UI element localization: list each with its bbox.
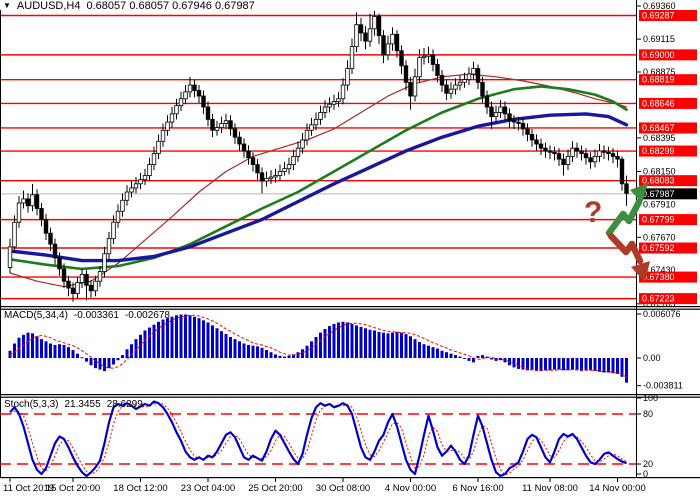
price-axis: 0.69360 0.69115 0.68875 0.68395 0.68150 0.679… — [636, 1, 697, 479]
svg-text:0.68819: 0.68819 — [642, 75, 675, 85]
chart-ohlc-values: 0.68057 0.68057 0.67946 0.67987 — [86, 0, 255, 12]
stoch-panel-layer — [0, 400, 636, 478]
stoch-signal-value: 28.6299 — [106, 399, 143, 410]
macd-panel-layer — [8, 314, 628, 383]
price-levels-layer — [0, 14, 636, 300]
svg-text:0.67910: 0.67910 — [643, 199, 676, 209]
stoch-main-value: 21.3455 — [64, 399, 101, 410]
svg-text:100: 100 — [643, 393, 658, 403]
macd-indicator-label: MACD(5,34,4) -0.003361 -0.002678 — [4, 310, 170, 321]
svg-text:0.69360: 0.69360 — [643, 1, 676, 11]
stoch-name: Stoch(5,3,3) — [4, 399, 59, 410]
svg-text:0.67799: 0.67799 — [642, 215, 675, 225]
macd-name: MACD(5,34,4) — [4, 310, 68, 321]
svg-text:0.68083: 0.68083 — [642, 176, 675, 186]
svg-text:0.69115: 0.69115 — [643, 34, 675, 44]
svg-text:0.68299: 0.68299 — [642, 146, 675, 156]
svg-text:6 Nov 16:00: 6 Nov 16:00 — [452, 483, 503, 494]
svg-text:0.69000: 0.69000 — [642, 50, 675, 60]
chart-symbol-period: AUDUSD,H4 — [16, 0, 81, 12]
svg-text:0: 0 — [643, 469, 648, 479]
svg-text:0.67430: 0.67430 — [643, 265, 676, 275]
svg-text:0.68646: 0.68646 — [642, 98, 675, 108]
svg-text:0.67592: 0.67592 — [642, 243, 675, 253]
question-mark-annotation: ? — [584, 196, 602, 229]
bullish-scenario-arrow — [605, 198, 643, 237]
svg-text:14 Nov 00:00: 14 Nov 00:00 — [589, 483, 646, 494]
svg-text:0.68395: 0.68395 — [643, 133, 676, 143]
stoch-indicator-label: Stoch(5,3,3) 21.3455 28.6299 — [4, 399, 143, 410]
macd-main-value: -0.003361 — [73, 310, 119, 321]
svg-text:0.67670: 0.67670 — [643, 232, 676, 242]
svg-text:25 Oct 20:00: 25 Oct 20:00 — [248, 483, 302, 494]
svg-text:0.67223: 0.67223 — [642, 294, 675, 304]
svg-text:11 Oct 2019: 11 Oct 2019 — [3, 483, 54, 494]
svg-text:0.00: 0.00 — [643, 353, 661, 363]
svg-text:0.69287: 0.69287 — [642, 11, 675, 21]
moving-averages-layer — [8, 73, 629, 288]
svg-text:0.006076: 0.006076 — [643, 309, 681, 319]
symbol-dropdown-icon[interactable]: ▼ — [3, 0, 11, 10]
svg-text:0.68875: 0.68875 — [643, 67, 676, 77]
svg-text:0.68467: 0.68467 — [642, 123, 675, 133]
svg-text:0.67380: 0.67380 — [642, 272, 675, 282]
svg-text:0.68150: 0.68150 — [643, 166, 676, 176]
panel-borders — [0, 0, 700, 479]
macd-signal-value: -0.002678 — [124, 310, 170, 321]
svg-text:20: 20 — [643, 459, 653, 469]
svg-text:-0.003811: -0.003811 — [643, 381, 683, 391]
svg-text:15 Oct 20:00: 15 Oct 20:00 — [46, 483, 100, 494]
forecast-annotation: ? — [584, 183, 650, 282]
candles-layer — [7, 10, 629, 302]
bearish-scenario-arrow — [607, 232, 644, 265]
svg-text:30 Oct 08:00: 30 Oct 08:00 — [316, 483, 370, 494]
svg-text:80: 80 — [643, 409, 653, 419]
chart-header: ▼ AUDUSD,H4 0.68057 0.68057 0.67946 0.67… — [3, 0, 255, 12]
svg-text:4 Nov 00:00: 4 Nov 00:00 — [385, 483, 436, 494]
svg-text:23 Oct 04:00: 23 Oct 04:00 — [181, 483, 235, 494]
svg-text:11 Nov 08:00: 11 Nov 08:00 — [522, 483, 578, 494]
svg-text:18 Oct 12:00: 18 Oct 12:00 — [113, 483, 167, 494]
svg-text:0.67987: 0.67987 — [642, 189, 675, 199]
